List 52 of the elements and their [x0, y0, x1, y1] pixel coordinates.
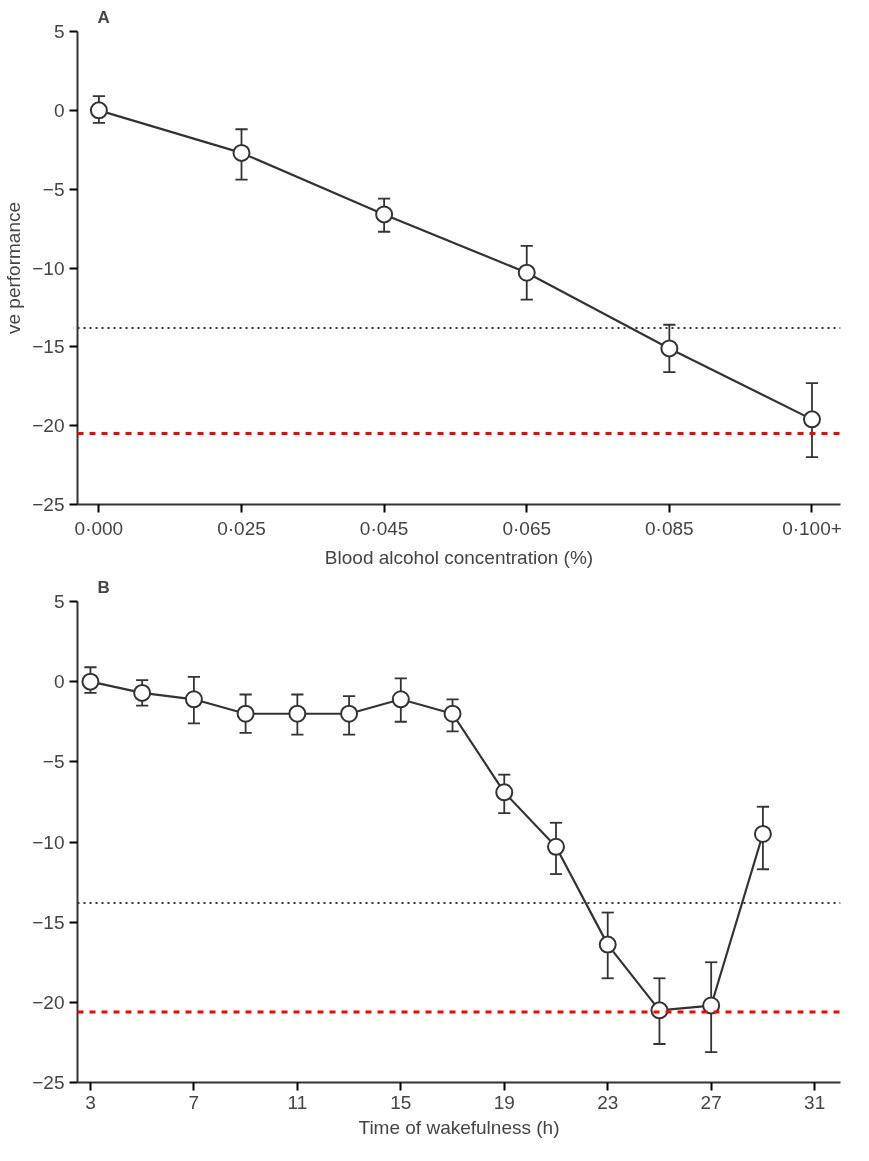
point [753, 825, 772, 843]
x-axis-title: Blood alcohol concentration (%) [324, 546, 594, 568]
y-tick-label: −15 [32, 911, 65, 933]
chart-title: B [97, 577, 110, 597]
x-axis-title: Time of wakefulness (h) [358, 1116, 560, 1138]
x-tick-label: 15 [390, 1091, 412, 1113]
y-axis-title: ve performance [3, 201, 25, 334]
y-tick-label: −10 [32, 831, 65, 853]
x-tick-label: 0·065 [502, 517, 552, 539]
y-tick-label: 0 [53, 671, 65, 693]
y-tick-label: −25 [32, 494, 65, 515]
point [184, 690, 203, 709]
y-tick-label: −5 [42, 178, 65, 200]
point [288, 704, 307, 723]
x-tick-label: 0·045 [359, 517, 409, 539]
x-tick-label: 31 [804, 1091, 826, 1113]
point [443, 704, 462, 723]
y-tick-label: 5 [53, 591, 65, 612]
y-tick-label: −15 [32, 336, 65, 358]
point [81, 672, 100, 691]
x-tick-label: 0·100+ [782, 517, 842, 539]
chart-title: A [97, 7, 110, 27]
x-tick-label: 0·025 [217, 517, 266, 539]
x-tick-label: 23 [597, 1091, 619, 1113]
y-tick-label: 5 [53, 21, 65, 42]
point [375, 205, 394, 224]
point [802, 410, 821, 429]
point [546, 837, 565, 856]
y-tick-label: 0 [53, 99, 65, 121]
point [598, 935, 617, 954]
point [340, 704, 359, 723]
y-tick-label: −10 [32, 257, 65, 279]
x-tick-label: 11 [287, 1091, 308, 1113]
point [89, 101, 108, 120]
y-tick-label: −25 [32, 1072, 65, 1093]
point [236, 704, 255, 723]
point [702, 996, 721, 1015]
x-tick-label: 3 [85, 1091, 96, 1113]
y-tick-label: −20 [32, 415, 65, 437]
point [391, 690, 410, 709]
point [232, 143, 251, 162]
x-tick-label: 27 [700, 1091, 722, 1113]
point [660, 339, 679, 358]
x-tick-label: 19 [493, 1091, 515, 1113]
y-tick-label: −20 [32, 991, 65, 1013]
y-tick-label: −5 [42, 751, 65, 773]
point [133, 683, 152, 702]
point [495, 783, 514, 802]
x-tick-label: 7 [188, 1091, 200, 1113]
x-tick-label: 0·085 [645, 517, 694, 539]
point [517, 263, 536, 282]
x-tick-label: 0·000 [74, 517, 124, 539]
